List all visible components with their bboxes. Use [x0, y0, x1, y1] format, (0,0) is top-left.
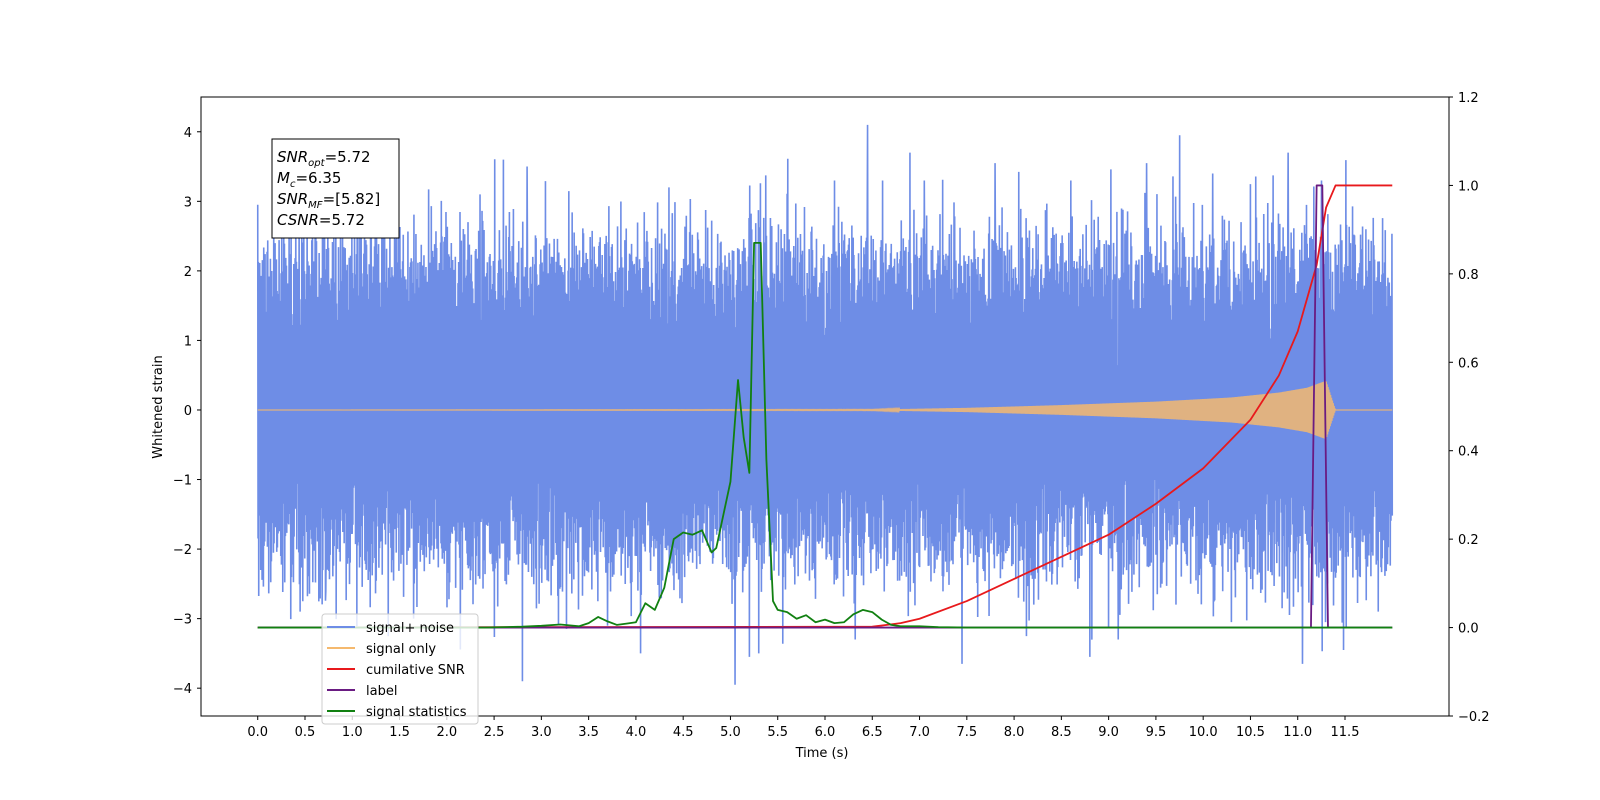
x-tick-label: 7.0 — [909, 725, 930, 740]
plot-area — [256, 124, 1394, 685]
annotation-symbol: M — [277, 169, 290, 187]
x-tick-label: 6.5 — [862, 725, 883, 740]
x-tick-label: 6.0 — [815, 725, 836, 740]
y-tick-label: 1 — [184, 334, 192, 349]
x-tick-label: 11.0 — [1283, 725, 1312, 740]
annotation-value: =[5.82] — [323, 190, 381, 208]
annotation-symbol: CSNR — [277, 211, 319, 229]
y2-tick-label: −0.2 — [1458, 710, 1490, 725]
annotation-symbol: SNR — [277, 190, 308, 208]
legend: signal+ noise signal only cumilative SNR la… — [321, 613, 479, 725]
annotation-frame — [271, 138, 400, 239]
x-tick-label: 5.0 — [720, 725, 741, 740]
y2-tick-label: 0.8 — [1458, 268, 1479, 283]
x-tick-label: 9.5 — [1146, 725, 1167, 740]
x-tick-label: 11.5 — [1331, 725, 1360, 740]
y2-tick-label: 1.0 — [1458, 179, 1479, 194]
annotation-subscript: MF — [308, 200, 323, 211]
x-tick-label: 4.0 — [626, 725, 647, 740]
y-tick-label: 0 — [184, 404, 192, 419]
x-tick-label: 8.5 — [1051, 725, 1072, 740]
x-tick-label: 4.5 — [673, 725, 694, 740]
annotation-line: SNRopt=5.72 — [277, 148, 371, 169]
annotation-value: =6.35 — [295, 169, 341, 187]
x-tick-label: 1.5 — [389, 725, 410, 740]
x-tick-label: 1.0 — [342, 725, 363, 740]
signal-noise-line — [256, 124, 1394, 685]
y-tick-label: 3 — [184, 195, 192, 210]
legend-label: cumilative SNR — [366, 663, 465, 678]
y-tick-label: −2 — [173, 543, 192, 558]
y2-tick-label: 0.4 — [1458, 445, 1479, 460]
legend-label: signal+ noise — [366, 621, 454, 636]
y2-tick-label: 0.2 — [1458, 533, 1479, 548]
annotation-value: =5.72 — [325, 148, 371, 166]
annotation-value: =5.72 — [319, 211, 365, 229]
annotation-line: CSNR=5.72 — [277, 211, 365, 229]
annotation-line: Mc=6.35 — [277, 169, 341, 190]
legend-label: label — [366, 684, 397, 699]
signal-statistics-line — [257, 242, 1393, 629]
y-tick-label: 2 — [184, 265, 192, 280]
x-tick-label: 2.5 — [484, 725, 505, 740]
x-tick-label: 8.0 — [1004, 725, 1025, 740]
y-tick-label: −4 — [173, 682, 192, 697]
x-tick-label: 10.5 — [1236, 725, 1265, 740]
legend-label: signal statistics — [366, 705, 467, 720]
x-tick-label: 10.0 — [1189, 725, 1218, 740]
x-tick-label: 0.0 — [247, 725, 268, 740]
annotation-subscript: c — [290, 179, 296, 190]
y2-tick-label: 1.2 — [1458, 91, 1479, 106]
y-axis-label: Whitened strain — [151, 355, 166, 458]
x-axis: 0.0 0.5 1.0 1.5 2.0 2.5 3.0 3.5 4.0 4.5 5.0 5.5 6.0 6… — [247, 716, 1359, 740]
annotation-symbol: SNR — [277, 148, 308, 166]
x-tick-label: 0.5 — [295, 725, 316, 740]
signal-only-line — [257, 380, 1393, 440]
y-tick-label: −3 — [173, 613, 192, 628]
y2-tick-label: 0.0 — [1458, 622, 1479, 637]
x-tick-label: 3.0 — [531, 725, 552, 740]
cumilative-snr-line — [257, 184, 1393, 629]
x-tick-label: 9.0 — [1098, 725, 1119, 740]
x-tick-label: 3.5 — [578, 725, 599, 740]
x-tick-label: 5.5 — [767, 725, 788, 740]
y-axis-right: −0.2 0.0 0.2 0.4 0.6 0.8 1.0 1.2 — [1449, 91, 1490, 725]
y-tick-label: −1 — [173, 474, 192, 489]
x-tick-label: 2.0 — [436, 725, 457, 740]
legend-label: signal only — [366, 642, 436, 657]
y-axis-left: −4 −3 −2 −1 0 1 2 3 4 — [173, 126, 201, 697]
x-tick-label: 7.5 — [956, 725, 977, 740]
y-tick-label: 4 — [184, 126, 192, 141]
legend-frame — [321, 613, 479, 725]
x-axis-label: Time (s) — [795, 746, 849, 761]
annotation-line: SNRMF=[5.82] — [277, 190, 380, 211]
y2-tick-label: 0.6 — [1458, 356, 1479, 371]
annotation-subscript: opt — [308, 158, 325, 169]
